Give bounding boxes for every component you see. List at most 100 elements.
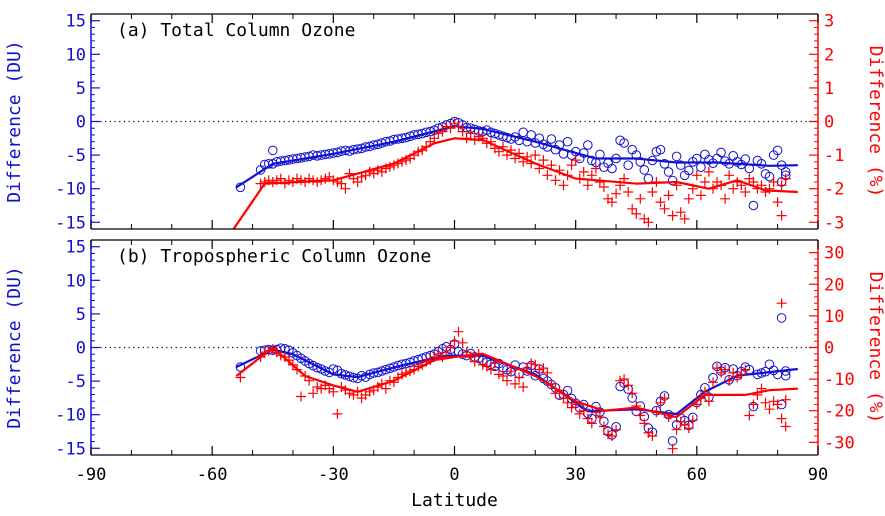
y-left-tick-label: 5 [76, 305, 86, 325]
panel-title: (b) Tropospheric Column Ozone [117, 246, 431, 267]
y-right-tick-label: -2 [824, 180, 844, 200]
percent-data-point [615, 375, 626, 386]
percent-data-point [667, 443, 678, 454]
du-data-point [308, 150, 318, 160]
x-tick-label: -60 [197, 465, 228, 485]
percent-data-point [594, 177, 605, 187]
du-data-point [667, 175, 678, 186]
percent-data-point [635, 410, 646, 421]
percent-data-point [776, 210, 787, 221]
percent-data-point [582, 413, 593, 424]
percent-data-point [550, 175, 561, 186]
du-data-point [526, 130, 537, 140]
percent-data-point [437, 352, 448, 362]
y-left-tick-label: 15 [66, 238, 86, 258]
percent-data-point [663, 190, 674, 201]
percent-data-point [655, 197, 666, 208]
y-right-tick-label: -10 [824, 370, 855, 390]
percent-trend-line [232, 137, 798, 229]
percent-data-point [283, 175, 294, 186]
percent-data-point [441, 347, 452, 358]
percent-data-point [748, 399, 759, 410]
percent-data-point [619, 374, 630, 385]
percent-data-point [728, 183, 739, 194]
percent-data-point [558, 180, 569, 191]
percent-data-point [720, 364, 731, 375]
percent-data-point [679, 213, 690, 224]
du-data-point [235, 362, 246, 372]
y-right-tick-label: 20 [824, 275, 844, 295]
percent-data-point [708, 377, 718, 388]
percent-data-point [562, 397, 573, 408]
du-trend-line [235, 348, 798, 416]
y-left-tick-label: -15 [55, 439, 86, 459]
percent-data-point [465, 352, 476, 362]
percent-trend-line [235, 346, 798, 419]
percent-data-point [332, 408, 343, 419]
x-tick-label: 30 [565, 465, 585, 485]
percent-data-point [570, 155, 581, 166]
percent-data-point [780, 421, 791, 432]
percent-data-point [538, 363, 549, 374]
percent-data-point [534, 364, 545, 375]
percent-data-point [760, 397, 771, 408]
percent-data-point [643, 217, 654, 228]
percent-data-point [724, 375, 735, 386]
percent-data-point [659, 203, 670, 214]
percent-data-point [328, 386, 339, 397]
du-data-point [639, 165, 650, 175]
y-left-tick-label: 15 [66, 12, 86, 32]
du-data-point [684, 165, 694, 176]
x-tick-label: 90 [808, 465, 828, 485]
percent-data-point [469, 356, 480, 367]
du-data-point [756, 159, 767, 169]
y-left-tick-label: -15 [55, 213, 86, 233]
y-left-tick-label: -10 [55, 180, 86, 200]
percent-data-point [566, 160, 577, 171]
percent-data-point [647, 187, 658, 197]
percent-data-point [453, 326, 464, 337]
y-right-tick-label: -20 [824, 402, 855, 422]
du-data-point [671, 151, 682, 162]
percent-data-point [611, 188, 622, 199]
percent-data-point [433, 128, 444, 139]
du-data-point [772, 145, 783, 156]
percent-data-point [703, 166, 714, 177]
percent-data-point [312, 382, 323, 392]
y-left-tick-label: 5 [76, 79, 86, 99]
x-tick-label: 0 [449, 465, 459, 485]
percent-data-point [647, 431, 658, 441]
du-data-point [518, 127, 529, 138]
percent-data-point [683, 193, 694, 204]
y-left-tick-label: 10 [66, 271, 86, 291]
percent-data-point [578, 405, 589, 416]
percent-data-point [740, 364, 751, 375]
du-data-point [764, 359, 775, 370]
percent-data-point [623, 187, 634, 197]
percent-data-point [296, 391, 306, 402]
y-right-tick-label: 1 [824, 79, 834, 99]
du-data-point [659, 159, 670, 169]
y-left-tick-label: -5 [66, 372, 86, 392]
percent-data-point [578, 166, 589, 177]
percent-data-point [296, 175, 306, 186]
du-data-point [655, 144, 666, 155]
percent-data-point [736, 369, 747, 380]
x-axis-label: Latitude [411, 490, 498, 511]
y-right-tick-label: 0 [824, 113, 834, 133]
percent-data-point [542, 170, 553, 181]
du-data-point [619, 138, 629, 148]
percent-data-point [607, 197, 617, 208]
percent-data-point [538, 155, 549, 166]
du-data-point [546, 134, 557, 144]
percent-data-point [477, 133, 488, 144]
percent-data-point [308, 388, 319, 399]
percent-data-point [623, 380, 634, 391]
y-right-tick-label: 30 [824, 244, 844, 264]
percent-data-point [340, 183, 351, 194]
percent-data-point [477, 359, 488, 370]
percent-data-point [776, 180, 787, 191]
percent-data-point [659, 393, 670, 404]
percent-data-point [687, 415, 698, 426]
